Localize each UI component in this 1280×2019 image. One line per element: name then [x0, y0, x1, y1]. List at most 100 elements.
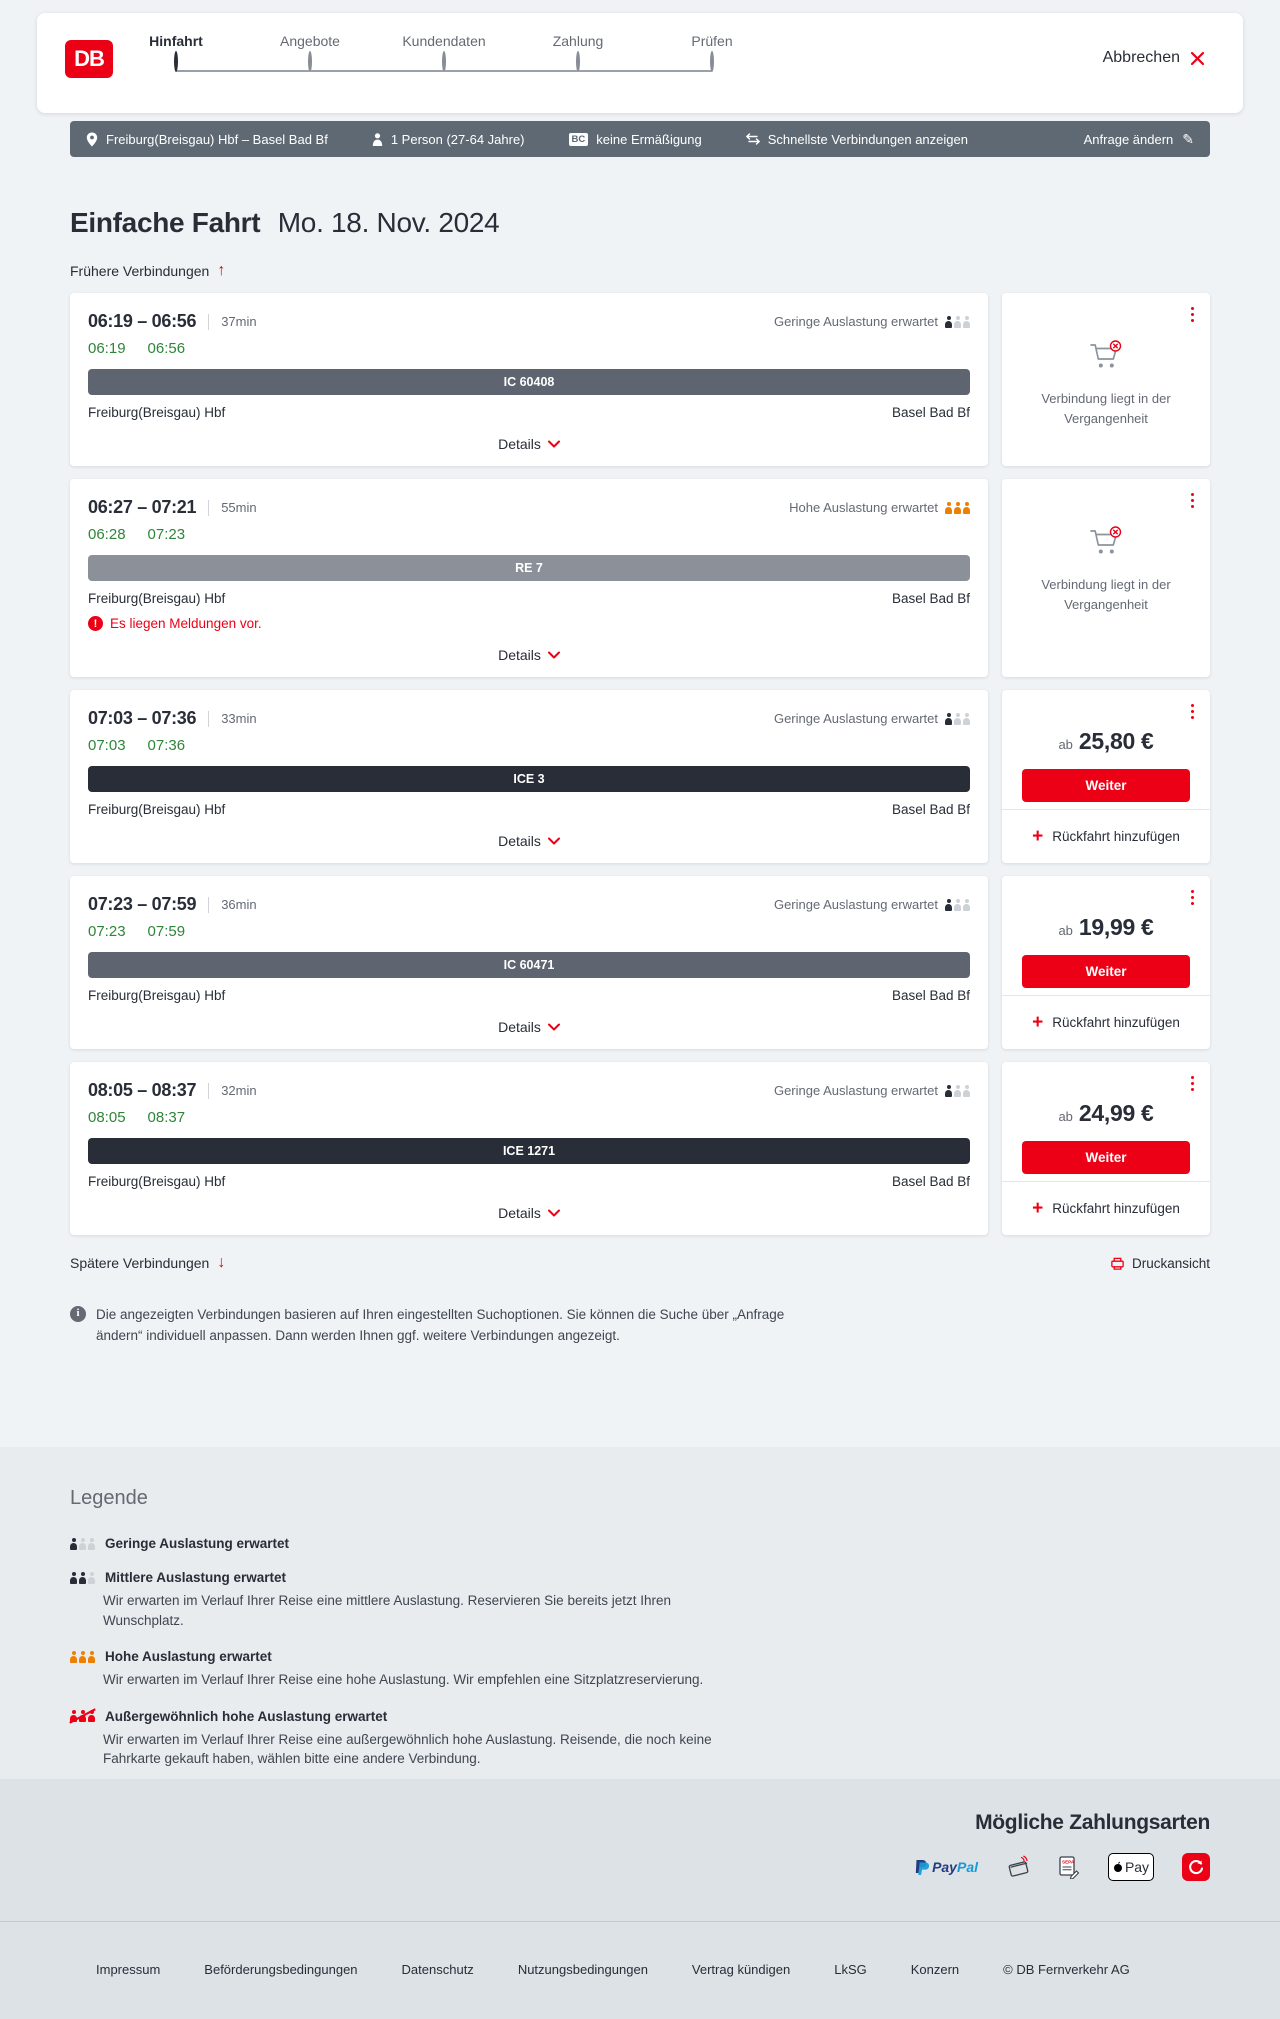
kebab-menu-button[interactable]	[1187, 700, 1198, 723]
occupancy-indicator: Hohe Auslastung erwartet	[789, 500, 970, 515]
filter-summary[interactable]: Schnellste Verbindungen anzeigen	[745, 132, 968, 147]
route-summary: Freiburg(Breisgau) Hbf – Basel Bad Bf	[86, 132, 328, 147]
realtime-arrival: 07:23	[147, 526, 186, 543]
connection-alert: ! Es liegen Meldungen vor.	[88, 616, 970, 631]
details-toggle[interactable]: Details	[492, 829, 566, 853]
passengers-text: 1 Person (27-64 Jahre)	[390, 131, 525, 147]
payment-title: Mögliche Zahlungsarten	[975, 1811, 1210, 1834]
train-segment-bar[interactable]: ICE 3	[88, 766, 970, 792]
earlier-connections-label: Frühere Verbindungen	[70, 263, 210, 279]
cart-unavailable-icon	[1090, 526, 1122, 554]
earlier-connections-link[interactable]: Frühere Verbindungen ↑	[70, 262, 226, 280]
train-segment-bar[interactable]: IC 60471	[88, 952, 970, 978]
station-row: Freiburg(Breisgau) Hbf Basel Bad Bf	[88, 591, 970, 606]
trip-date: Mo. 18. Nov. 2024	[277, 207, 500, 238]
train-segment-bar[interactable]: RE 7	[88, 555, 970, 581]
arrival-station: Basel Bad Bf	[891, 591, 970, 606]
kebab-menu-button[interactable]	[1187, 303, 1198, 326]
footer-link-impressum[interactable]: Impressum	[96, 1962, 161, 1977]
separator	[208, 710, 210, 727]
connection-card: 08:05 – 08:37 32min Geringe Auslastung e…	[70, 1062, 1210, 1235]
footer-link-vertrag-kuendigen[interactable]: Vertrag kündigen	[691, 1962, 791, 1977]
kebab-menu-button[interactable]	[1187, 1072, 1198, 1095]
realtime-arrival: 06:56	[147, 340, 186, 357]
connection-rail: ab 24,99 € Weiter + Rückfahrt hinzufügen	[1002, 1062, 1210, 1235]
bahn-bonus-icon	[1182, 1853, 1210, 1881]
separator	[208, 313, 210, 330]
weiter-button[interactable]: Weiter	[1022, 955, 1190, 988]
add-return-button[interactable]: + Rückfahrt hinzufügen	[1002, 995, 1210, 1049]
footer-link-lksg[interactable]: LkSG	[834, 1962, 867, 1977]
details-label: Details	[498, 436, 541, 452]
chevron-down-icon	[547, 837, 560, 845]
discount-text: keine Ermäßigung	[596, 131, 702, 147]
connection-card: 06:27 – 07:21 55min Hohe Auslastung erwa…	[70, 479, 1210, 677]
details-toggle[interactable]: Details	[492, 643, 566, 667]
cancel-button[interactable]: Abbrechen	[1103, 49, 1205, 67]
occupancy-label: Geringe Auslastung erwartet	[773, 1083, 938, 1098]
weiter-button[interactable]: Weiter	[1022, 1141, 1190, 1174]
step-kundendaten: Kundendaten	[377, 33, 511, 72]
separator	[208, 1082, 210, 1099]
occupancy-high-icon	[70, 1650, 95, 1663]
add-return-label: Rückfahrt hinzufügen	[1052, 1201, 1180, 1216]
legend-item-description: Wir erwarten im Verlauf Ihrer Reise eine…	[103, 1672, 704, 1688]
occupancy-low-icon	[945, 1084, 970, 1097]
train-segment-bar[interactable]: ICE 1271	[88, 1138, 970, 1164]
footer-link-konzern[interactable]: Konzern	[910, 1962, 960, 1977]
details-label: Details	[498, 1205, 541, 1221]
station-row: Freiburg(Breisgau) Hbf Basel Bad Bf	[88, 405, 970, 420]
add-return-button[interactable]: + Rückfahrt hinzufügen	[1002, 1181, 1210, 1235]
departure-station: Freiburg(Breisgau) Hbf	[88, 802, 226, 817]
cart-unavailable-icon	[1090, 340, 1122, 368]
connection-card: 06:19 – 06:56 37min Geringe Auslastung e…	[70, 293, 1210, 466]
footer-link-datenschutz[interactable]: Datenschutz	[401, 1962, 474, 1977]
train-segment-bar[interactable]: IC 60408	[88, 369, 970, 395]
kebab-menu-button[interactable]	[1187, 886, 1198, 909]
step-label: Angebote	[280, 33, 340, 49]
realtime-row: 06:28 07:23	[88, 526, 970, 543]
header: DB Hinfahrt Angebote Kundendaten Zahlung…	[37, 13, 1243, 113]
footer-link-nutzungsbedingungen[interactable]: Nutzungsbedingungen	[517, 1962, 648, 1977]
later-connections-link[interactable]: Spätere Verbindungen ↓	[70, 1255, 225, 1272]
connection-times: 06:27 – 07:21	[88, 497, 197, 517]
arrow-up-icon: ↑	[217, 262, 226, 279]
occupancy-low-icon	[945, 898, 970, 911]
edit-request-button[interactable]: Anfrage ändern ✎	[1084, 132, 1194, 147]
occupancy-label: Geringe Auslastung erwartet	[773, 314, 938, 329]
details-toggle[interactable]: Details	[492, 1015, 566, 1039]
station-row: Freiburg(Breisgau) Hbf Basel Bad Bf	[88, 802, 970, 817]
credit-card-icon	[1008, 1855, 1029, 1877]
step-zahlung: Zahlung	[511, 33, 645, 72]
past-connection-message: Verbindung liegt in der Vergangenheit	[1041, 577, 1171, 612]
price-box: ab 25,80 € Weiter	[1002, 690, 1210, 802]
connection-duration: 37min	[221, 314, 257, 329]
connection-rail: ab 19,99 € Weiter + Rückfahrt hinzufügen	[1002, 876, 1210, 1049]
step-dot	[710, 51, 714, 72]
connection-main: 06:27 – 07:21 55min Hohe Auslastung erwa…	[70, 479, 988, 677]
connection-list: 06:19 – 06:56 37min Geringe Auslastung e…	[70, 293, 1210, 1235]
add-return-button[interactable]: + Rückfahrt hinzufügen	[1002, 809, 1210, 863]
info-icon: i	[70, 1306, 86, 1322]
connection-card: 07:23 – 07:59 36min Geringe Auslastung e…	[70, 876, 1210, 1049]
apple-pay-icon: Pay	[1108, 1853, 1154, 1881]
weiter-button[interactable]: Weiter	[1022, 769, 1190, 802]
occupancy-label: Hohe Auslastung erwartet	[789, 500, 938, 515]
realtime-departure: 07:03	[88, 737, 126, 754]
payment-section: Mögliche Zahlungsarten PayPal SEPA	[0, 1779, 1280, 1921]
print-view-link[interactable]: Druckansicht	[1110, 1256, 1210, 1271]
legend-title: Legende	[70, 1487, 148, 1509]
price-box: ab 19,99 € Weiter	[1002, 876, 1210, 988]
realtime-departure: 07:23	[88, 923, 126, 940]
departure-station: Freiburg(Breisgau) Hbf	[88, 1174, 226, 1189]
details-toggle[interactable]: Details	[492, 1201, 566, 1225]
details-toggle[interactable]: Details	[492, 432, 566, 456]
footer-link-befoerderungsbedingungen[interactable]: Beförderungsbedingungen	[204, 1962, 358, 1977]
step-pruefen: Prüfen	[645, 33, 779, 72]
departure-station: Freiburg(Breisgau) Hbf	[88, 591, 226, 606]
kebab-menu-button[interactable]	[1187, 489, 1198, 512]
bahncard-icon: BC	[568, 132, 589, 146]
plus-icon: +	[1032, 826, 1044, 847]
occupancy-very-high-icon	[70, 1710, 95, 1723]
arrival-station: Basel Bad Bf	[891, 405, 970, 420]
